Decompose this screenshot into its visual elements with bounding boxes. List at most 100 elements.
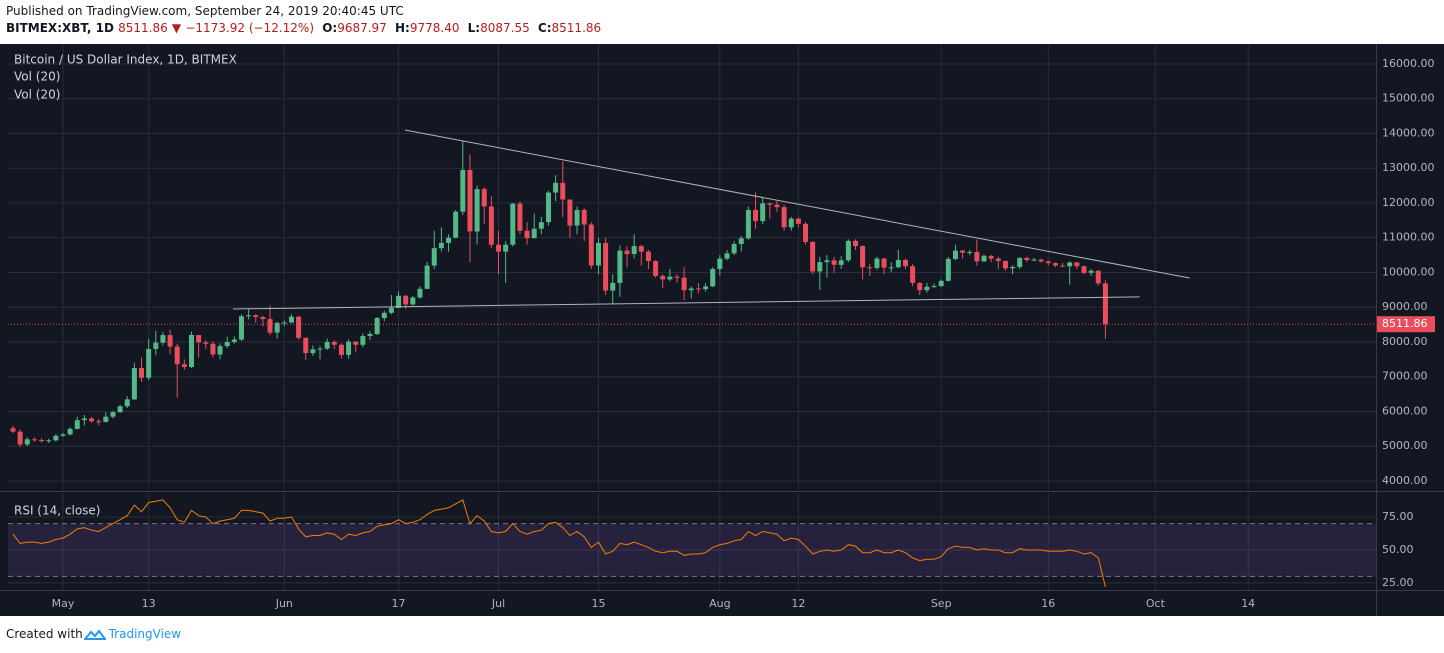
candle-body	[567, 199, 573, 226]
y-tick-label: 5000.00	[1382, 439, 1428, 452]
y-tick-label: 11000.00	[1382, 231, 1435, 244]
candle-body	[81, 418, 87, 421]
candle-body	[310, 349, 316, 354]
candle-body	[774, 204, 780, 208]
candle-body	[624, 250, 630, 255]
candle-body	[988, 255, 994, 259]
candle-body	[396, 295, 402, 308]
candle-body	[474, 189, 480, 232]
candle-body	[581, 209, 587, 225]
candle-body	[1060, 265, 1066, 267]
candle-body	[788, 218, 794, 228]
candle-body	[89, 418, 95, 422]
candle-body	[674, 276, 680, 278]
candle-body	[645, 251, 651, 262]
candle-body	[488, 206, 494, 245]
candle-body	[824, 260, 830, 263]
candle-body	[181, 364, 187, 368]
last-price-label: 8511.86	[1382, 317, 1428, 330]
candle-body	[1002, 261, 1008, 269]
candle-body	[103, 416, 109, 422]
candle-body	[974, 251, 980, 262]
candle-body	[1010, 266, 1016, 269]
legend-indicator: Vol (20)	[14, 88, 60, 102]
candle-body	[838, 260, 844, 265]
candle-body	[910, 266, 916, 283]
candle-body	[267, 319, 273, 333]
candle-body	[660, 275, 666, 280]
candle-body	[881, 258, 887, 268]
candle-body	[438, 242, 444, 249]
candle-body	[1088, 270, 1094, 273]
candle-body	[938, 280, 944, 287]
rsi-legend: RSI (14, close)	[14, 504, 100, 518]
x-tick-label: Jul	[491, 597, 505, 610]
candle-body	[96, 421, 102, 423]
candle-body	[1038, 259, 1044, 262]
candle-body	[1102, 283, 1108, 325]
candle-body	[1052, 263, 1058, 266]
candle-body	[753, 209, 759, 222]
candle-body	[845, 240, 851, 261]
candle-body	[574, 209, 580, 226]
candle-body	[1031, 259, 1037, 261]
change: −1173.92 (−12.12%)	[185, 21, 314, 35]
candle-body	[1017, 257, 1023, 267]
candle-body	[995, 258, 1001, 262]
candle-body	[467, 169, 473, 232]
candle-body	[160, 335, 166, 343]
candle-body	[724, 253, 730, 259]
candle-body	[424, 265, 430, 289]
candle-body	[453, 211, 459, 238]
candle-body	[803, 223, 809, 242]
candle-body	[503, 244, 509, 252]
candle-body	[388, 307, 394, 313]
y-tick-label: 13000.00	[1382, 161, 1435, 174]
candle-body	[610, 282, 616, 291]
ohlc-value: 9687.97	[337, 21, 387, 35]
candle-body	[874, 258, 880, 268]
footer-brand[interactable]: TradingView	[108, 627, 182, 641]
candle-body	[981, 255, 987, 262]
trend-line	[232, 296, 1140, 310]
candle-body	[902, 259, 908, 267]
candle-body	[446, 237, 452, 243]
candle-body	[738, 238, 744, 244]
candle-body	[545, 192, 551, 223]
candle-body	[560, 182, 566, 200]
candle-body	[381, 312, 387, 319]
candle-body	[303, 337, 309, 354]
candle-body	[274, 322, 280, 333]
candle-body	[403, 295, 409, 305]
candle-body	[17, 431, 23, 445]
candle-body	[952, 250, 958, 259]
candle-body	[831, 260, 837, 265]
candle-body	[917, 282, 923, 291]
candle-body	[967, 251, 973, 253]
candle-body	[767, 203, 773, 205]
candle-body	[731, 243, 737, 254]
x-tick-label: Oct	[1146, 597, 1166, 610]
x-tick-label: 15	[591, 597, 605, 610]
rsi-line	[12, 499, 1106, 588]
candle-body	[667, 276, 673, 280]
candle-body	[553, 182, 559, 193]
candle-body	[867, 267, 873, 269]
candle-body	[210, 343, 216, 355]
candle-body	[167, 335, 173, 347]
candle-body	[481, 189, 487, 207]
candle-body	[817, 262, 823, 272]
candle-body	[331, 341, 337, 345]
candle-body	[74, 420, 80, 429]
candle-body	[10, 428, 16, 432]
footer: Created with TradingView	[6, 627, 181, 641]
candle-body	[524, 230, 530, 239]
x-tick-label: Jun	[275, 597, 293, 610]
y-tick-label: 9000.00	[1382, 300, 1428, 313]
published-line: Published on TradingView.com, September …	[6, 4, 404, 18]
x-tick-label: 13	[142, 597, 156, 610]
candle-body	[588, 224, 594, 266]
candle-body	[374, 318, 380, 335]
ohlc-value: 8511.86	[551, 21, 602, 35]
